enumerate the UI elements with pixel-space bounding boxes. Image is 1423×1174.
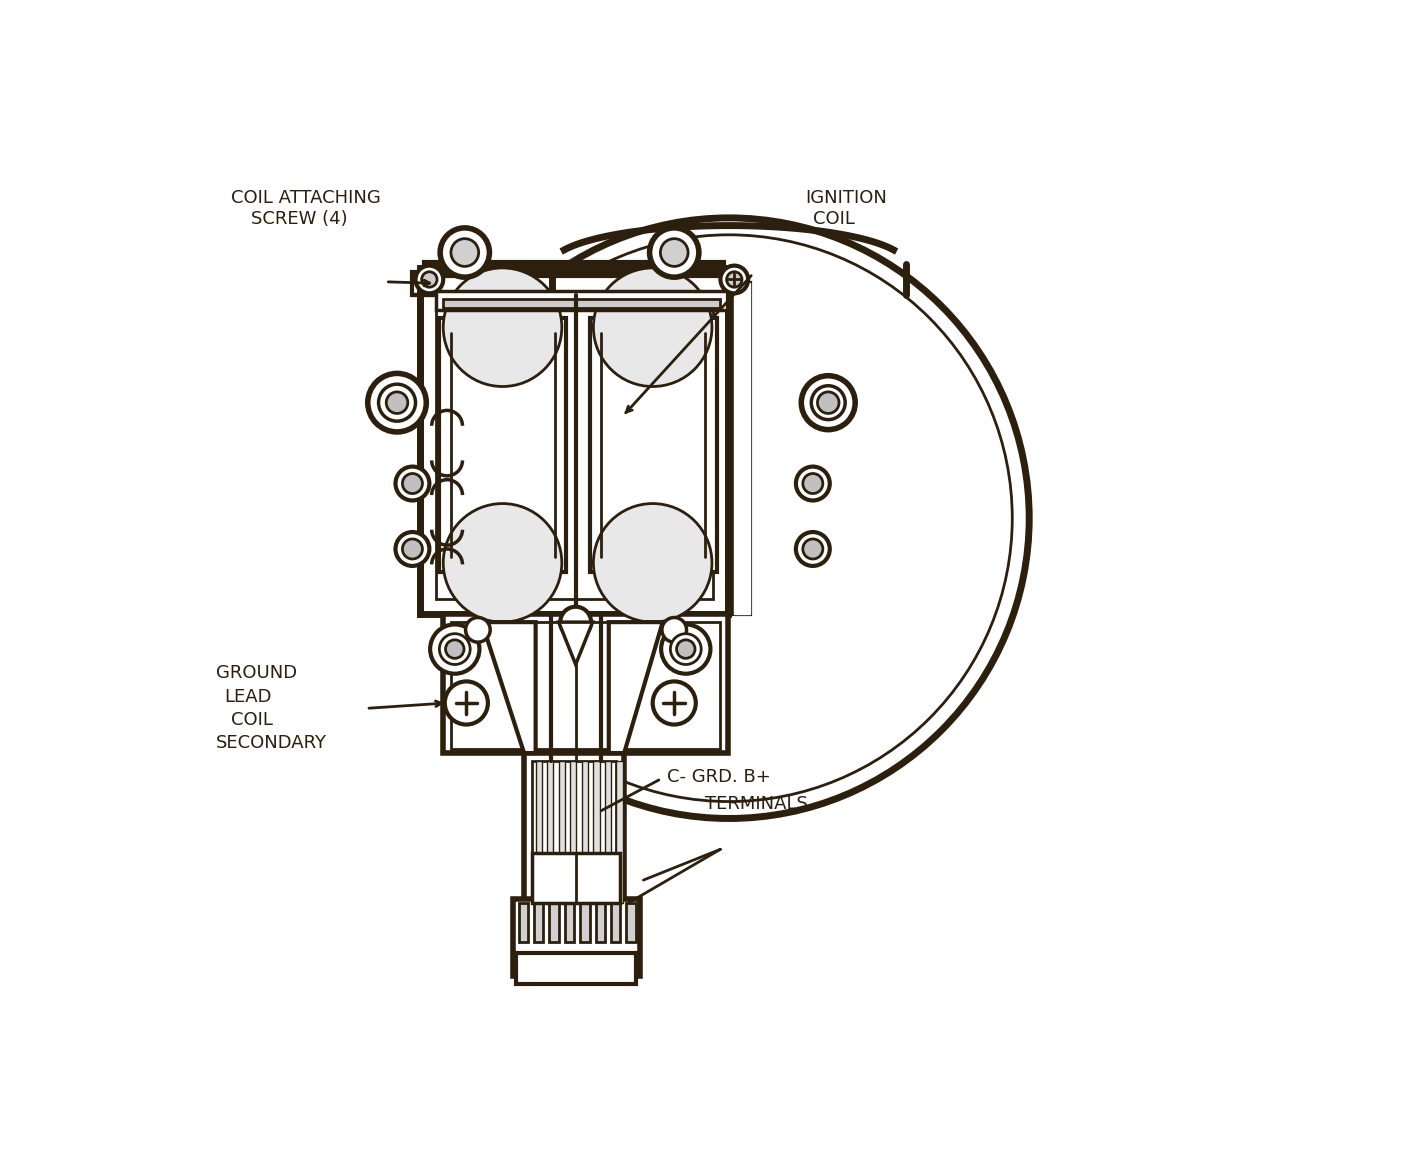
Circle shape bbox=[403, 539, 423, 559]
Circle shape bbox=[653, 681, 696, 724]
Bar bbox=[610, 903, 620, 942]
Bar bbox=[593, 761, 599, 903]
Circle shape bbox=[561, 607, 591, 637]
Bar bbox=[616, 761, 623, 903]
Circle shape bbox=[443, 268, 562, 386]
Circle shape bbox=[817, 392, 840, 413]
Circle shape bbox=[403, 473, 423, 493]
Circle shape bbox=[445, 640, 464, 659]
Bar bbox=[734, 283, 750, 614]
Circle shape bbox=[662, 625, 710, 674]
Text: COIL: COIL bbox=[232, 710, 273, 729]
Circle shape bbox=[445, 681, 488, 724]
Bar bbox=[535, 761, 542, 903]
Bar bbox=[596, 903, 605, 942]
Bar bbox=[435, 291, 729, 310]
Bar bbox=[559, 761, 565, 903]
Bar bbox=[451, 622, 720, 749]
Text: SCREW (4): SCREW (4) bbox=[250, 210, 347, 228]
Circle shape bbox=[795, 466, 830, 500]
Circle shape bbox=[396, 532, 430, 566]
Circle shape bbox=[396, 466, 430, 500]
Circle shape bbox=[803, 539, 822, 559]
Bar bbox=[571, 761, 576, 903]
Bar bbox=[413, 271, 736, 295]
Circle shape bbox=[440, 228, 490, 277]
Polygon shape bbox=[609, 622, 663, 753]
Text: SECONDARY: SECONDARY bbox=[216, 734, 327, 751]
Circle shape bbox=[727, 271, 741, 288]
Bar bbox=[582, 761, 588, 903]
Bar bbox=[440, 318, 566, 572]
Circle shape bbox=[649, 228, 699, 277]
Circle shape bbox=[440, 634, 470, 664]
Circle shape bbox=[660, 238, 689, 266]
Bar bbox=[420, 268, 729, 614]
Circle shape bbox=[428, 218, 1029, 818]
Text: GROUND: GROUND bbox=[216, 664, 297, 682]
Circle shape bbox=[386, 392, 408, 413]
Bar bbox=[517, 953, 636, 984]
Circle shape bbox=[593, 268, 712, 386]
Bar bbox=[605, 761, 610, 903]
Circle shape bbox=[795, 532, 830, 566]
Circle shape bbox=[367, 373, 427, 432]
Text: TERMINALS: TERMINALS bbox=[704, 795, 808, 814]
Circle shape bbox=[443, 504, 562, 622]
Bar bbox=[435, 283, 713, 599]
Circle shape bbox=[430, 625, 480, 674]
Circle shape bbox=[445, 235, 1012, 802]
Circle shape bbox=[379, 384, 416, 421]
Circle shape bbox=[465, 618, 490, 642]
Circle shape bbox=[801, 376, 855, 430]
Circle shape bbox=[416, 265, 443, 294]
Bar bbox=[549, 903, 559, 942]
Circle shape bbox=[421, 271, 437, 288]
Circle shape bbox=[811, 386, 845, 419]
Polygon shape bbox=[482, 622, 535, 753]
Circle shape bbox=[593, 504, 712, 622]
Bar bbox=[565, 903, 573, 942]
Text: C- GRD. B+: C- GRD. B+ bbox=[666, 769, 770, 787]
Bar bbox=[729, 283, 750, 614]
Circle shape bbox=[803, 473, 822, 493]
Circle shape bbox=[662, 618, 686, 642]
Bar bbox=[534, 903, 544, 942]
Circle shape bbox=[720, 265, 748, 294]
Bar bbox=[519, 903, 528, 942]
Bar bbox=[581, 903, 589, 942]
Bar bbox=[589, 318, 717, 572]
Text: COIL: COIL bbox=[813, 210, 855, 228]
Bar bbox=[548, 761, 554, 903]
Bar bbox=[524, 753, 625, 908]
Text: IGNITION: IGNITION bbox=[805, 189, 887, 208]
Polygon shape bbox=[559, 622, 592, 664]
Text: COIL ATTACHING: COIL ATTACHING bbox=[232, 189, 381, 208]
Bar bbox=[512, 899, 639, 977]
Circle shape bbox=[451, 238, 478, 266]
Bar bbox=[443, 298, 720, 308]
Text: LEAD: LEAD bbox=[223, 688, 272, 706]
Bar bbox=[532, 761, 616, 903]
Bar bbox=[443, 614, 729, 753]
Bar bbox=[424, 262, 724, 276]
Bar bbox=[532, 853, 620, 903]
Bar bbox=[626, 903, 636, 942]
Circle shape bbox=[670, 634, 702, 664]
Circle shape bbox=[676, 640, 694, 659]
Circle shape bbox=[424, 214, 1033, 822]
